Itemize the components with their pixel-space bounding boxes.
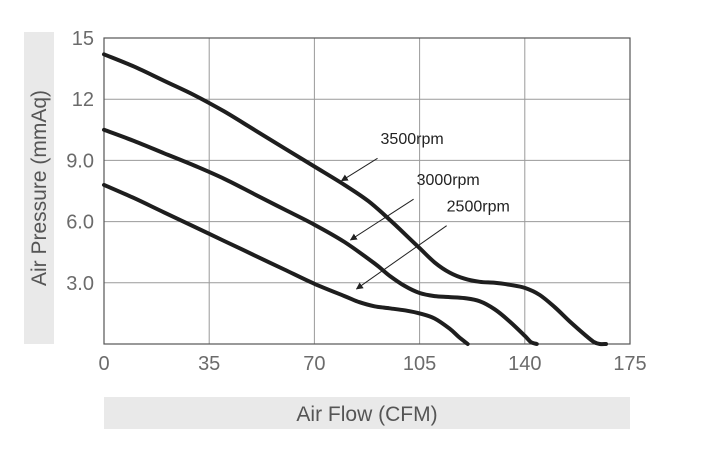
y-tick-label: 3.0 — [66, 273, 94, 295]
annotation-arrow-3500rpm — [340, 157, 378, 182]
series-line-3000rpm — [102, 127, 539, 346]
x-tick-label: 140 — [508, 353, 541, 375]
y-tick-label: 12 — [72, 89, 94, 111]
annotation-label-3500rpm: 3500rpm — [381, 131, 444, 148]
tick-labels: 0 35 70 105 140 175 15 12 9.0 6.0 3.0 — [66, 28, 647, 375]
x-axis-label-band — [104, 397, 630, 429]
x-axis-title: Air Flow (CFM) — [296, 403, 437, 426]
y-axis-title: Air Pressure (mmAq) — [28, 90, 51, 286]
x-tick-label: 105 — [403, 353, 436, 375]
x-tick-label: 175 — [613, 353, 646, 375]
x-tick-label: 70 — [303, 353, 325, 375]
y-tick-label: 15 — [72, 28, 94, 50]
y-tick-label: 9.0 — [66, 150, 94, 172]
plot-frame — [103, 37, 631, 345]
annotation-arrow-3000rpm — [349, 198, 414, 241]
annotations: 3500rpm 3000rpm 2500rpm — [340, 131, 510, 290]
grid — [104, 38, 630, 344]
y-tick-label: 6.0 — [66, 212, 94, 234]
annotation-label-2500rpm: 2500rpm — [447, 198, 510, 215]
annotation-arrow-2500rpm — [355, 225, 447, 290]
annotation-label-3000rpm: 3000rpm — [417, 172, 480, 189]
y-axis-label-band — [24, 32, 54, 344]
series-line-2500rpm — [102, 182, 470, 346]
x-tick-label: 0 — [98, 353, 109, 375]
series-lines — [102, 52, 608, 347]
series-line-3500rpm — [102, 52, 608, 347]
x-tick-label: 35 — [198, 353, 220, 375]
